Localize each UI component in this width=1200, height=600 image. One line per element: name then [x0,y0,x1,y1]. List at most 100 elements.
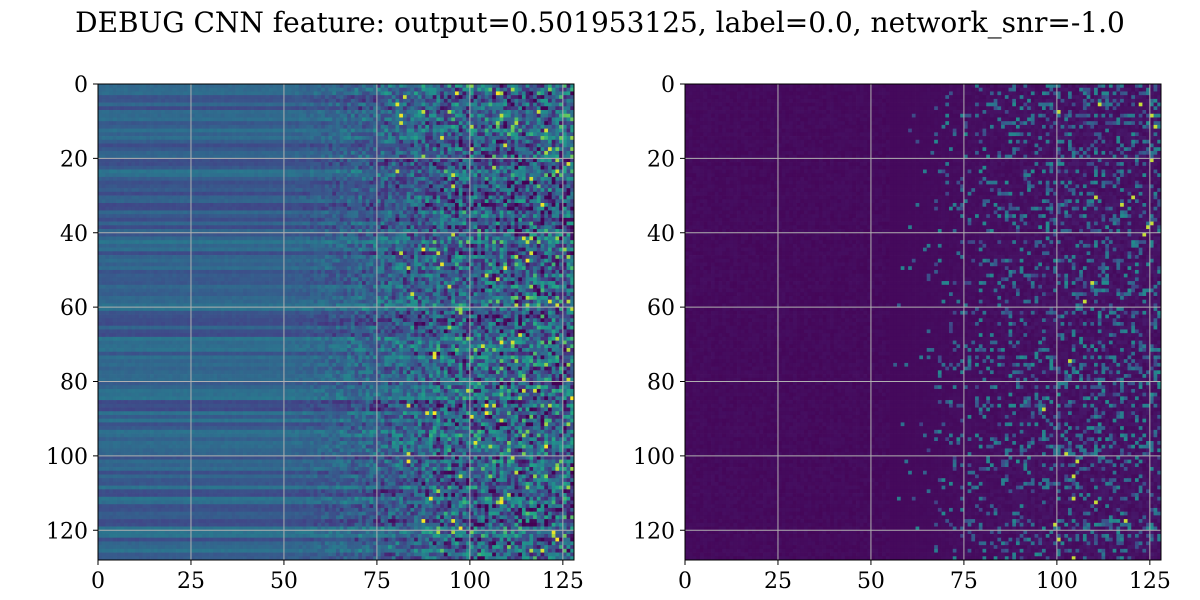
heatmap-cell [407,95,411,99]
heatmap-cell [451,125,455,129]
heatmap-cell [526,184,530,188]
heatmap-cell [548,144,552,148]
heatmap-cell [206,166,210,170]
heatmap-cell [533,84,537,88]
heatmap-cell [109,147,113,151]
heatmap-cell [544,188,548,192]
heatmap-cell [555,140,559,144]
heatmap-cell [544,84,548,88]
heatmap-cell [399,95,403,99]
heatmap-cell [262,129,266,133]
heatmap-cell [410,114,414,118]
heatmap-cell [109,166,113,170]
heatmap-cell [347,203,351,207]
heatmap-cell [384,84,388,88]
heatmap-cell [143,136,147,140]
heatmap-cell [407,222,411,226]
heatmap-cell [146,129,150,133]
heatmap-cell [422,162,426,166]
heatmap-cell [139,147,143,151]
heatmap-cell [202,192,206,196]
heatmap-cell [533,192,537,196]
heatmap-cell [358,192,362,196]
heatmap-cell [477,95,481,99]
heatmap-cell [358,125,362,129]
heatmap-cell [232,192,236,196]
heatmap-cell [105,225,109,229]
heatmap-cell [537,225,541,229]
heatmap-cell [518,114,522,118]
heatmap-cell [433,110,437,114]
heatmap-cell [258,151,262,155]
heatmap-cell [250,106,254,110]
heatmap-cell [343,181,347,185]
heatmap-cell [377,110,381,114]
heatmap-cell [422,170,426,174]
heatmap-cell [563,192,567,196]
heatmap-cell [329,207,333,211]
heatmap-cell [135,199,139,203]
heatmap-cell [254,196,258,200]
heatmap-cell [477,158,481,162]
heatmap-cell [422,99,426,103]
heatmap-cell [150,136,154,140]
heatmap-cell [396,181,400,185]
heatmap-cell [422,132,426,136]
heatmap-cell [221,192,225,196]
heatmap-cell [161,222,165,226]
heatmap-cell [329,225,333,229]
heatmap-cell [325,177,329,181]
heatmap-cell [180,117,184,121]
heatmap-cell [366,140,370,144]
heatmap-cell [139,166,143,170]
heatmap-cell [418,99,422,103]
heatmap-cell [239,144,243,148]
heatmap-cell [366,129,370,133]
heatmap-cell [451,88,455,92]
heatmap-cell [436,170,440,174]
heatmap-cell [537,103,541,107]
heatmap-cell [358,103,362,107]
heatmap-cell [109,158,113,162]
heatmap-cell [347,117,351,121]
heatmap-cell [250,158,254,162]
heatmap-cell [329,117,333,121]
heatmap-cell [169,147,173,151]
heatmap-cell [154,192,158,196]
heatmap-cell [124,91,128,95]
heatmap-cell [277,170,281,174]
heatmap-cell [198,188,202,192]
heatmap-cell [336,144,340,148]
heatmap-cell [507,88,511,92]
heatmap-cell [228,188,232,192]
heatmap-cell [217,225,221,229]
heatmap-cell [343,210,347,214]
heatmap-cell [284,151,288,155]
heatmap-cell [284,181,288,185]
heatmap-cell [273,106,277,110]
heatmap-cell [265,181,269,185]
heatmap-cell [306,88,310,92]
heatmap-cell [143,222,147,226]
heatmap-cell [224,222,228,226]
heatmap-cell [563,181,567,185]
heatmap-cell [284,225,288,229]
heatmap-cell [117,91,121,95]
heatmap-cell [410,99,414,103]
heatmap-cell [529,173,533,177]
heatmap-cell [310,218,314,222]
heatmap-cell [347,210,351,214]
heatmap-cell [410,88,414,92]
heatmap-cell [496,136,500,140]
heatmap-cell [552,210,556,214]
heatmap-cell [250,210,254,214]
heatmap-cell [515,199,519,203]
heatmap-cell [117,162,121,166]
heatmap-cell [236,84,240,88]
heatmap-cell [343,110,347,114]
heatmap-cell [128,184,132,188]
heatmap-cell [407,114,411,118]
heatmap-cell [429,140,433,144]
heatmap-cell [548,173,552,177]
heatmap-cell [444,106,448,110]
